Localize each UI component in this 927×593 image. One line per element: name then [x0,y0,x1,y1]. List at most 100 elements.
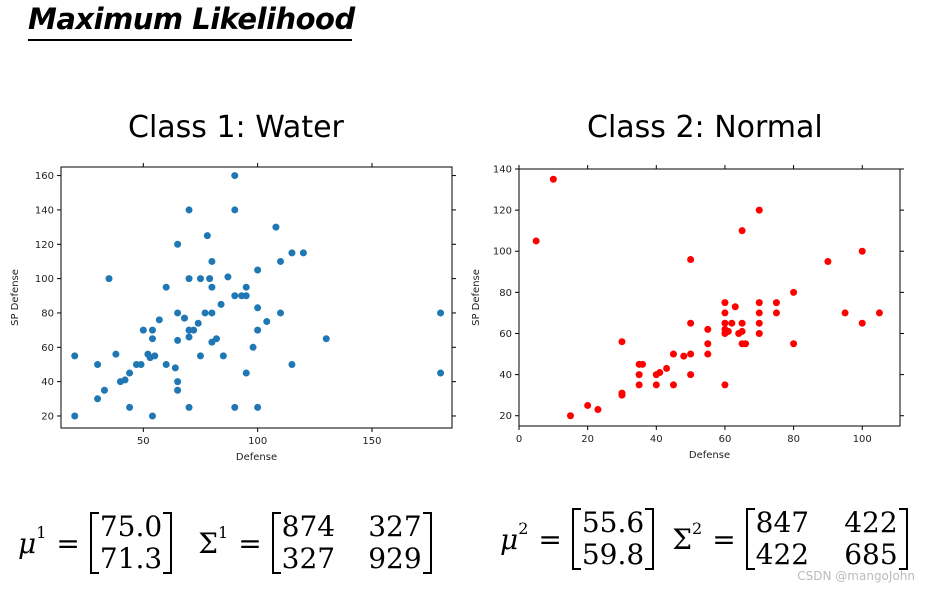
data-point [704,325,712,333]
data-point [148,326,156,334]
y-tick-label: 160 [35,171,54,182]
data-point [755,206,763,214]
sigma1-cell: 327 [281,542,336,575]
data-point [185,275,193,283]
data-point [155,316,163,324]
data-point [174,336,182,344]
class2-title: Class 2: Normal [587,110,823,145]
plot-frame [518,168,901,427]
data-point [618,338,626,346]
data-point [242,292,250,300]
data-point [755,319,763,327]
mu1-value: 71.3 [99,542,163,575]
data-point [242,283,250,291]
x-axis-label: Defense [236,452,277,463]
data-point [139,326,147,334]
watermark: CSDN @mangoJohn [797,569,915,583]
data-point [594,406,602,414]
data-point [721,309,729,317]
data-point [126,369,134,377]
data-point [71,352,79,360]
data-point [639,360,647,368]
data-point [704,340,712,348]
data-point [148,412,156,420]
mu2-value: 55.6 [581,506,645,539]
y-tick-label: 20 [499,411,512,422]
y-tick-label: 40 [499,370,512,381]
x-tick-label: 150 [362,436,381,447]
data-point [663,364,671,372]
data-point [704,350,712,358]
data-point [755,299,763,307]
mu2-symbol: μ2 [500,519,529,556]
data-point [277,309,285,317]
y-tick-label: 40 [41,377,54,388]
y-axis-label: SP Defense [10,269,21,326]
data-point [174,309,182,317]
data-point [824,258,832,266]
y-tick-label: 120 [493,206,512,217]
y-tick-label: 100 [35,274,54,285]
class2-equations: μ2 = 55.6 59.8 Σ2 = 847 422 422 685 [500,508,908,570]
data-point [652,381,660,389]
sigma2-cell: 422 [755,538,810,571]
data-point [231,403,239,411]
sigma1-cell: 874 [281,510,336,543]
data-point [687,371,695,379]
data-point [219,352,227,360]
data-point [196,352,204,360]
data-point [687,350,695,358]
data-point [224,273,232,281]
class2-scatter-chart: 0 20 40 60 80 100 20 40 60 80 100 120 140 Defense SP D… [471,165,904,461]
x-tick-label: 20 [581,434,594,445]
data-point [549,175,557,183]
x-tick-label: 100 [248,436,267,447]
equals-sign: = [712,522,736,556]
data-point [584,401,592,409]
data-point [721,381,729,389]
sigma1-cell: 327 [368,510,422,543]
data-point [687,319,695,327]
data-point [185,333,193,341]
class1-equations: μ1 = 75.0 71.3 Σ1 = 874 327 327 929 [18,512,432,574]
data-point [755,329,763,337]
x-tick-label: 80 [787,434,800,445]
mu1-vector: 75.0 71.3 [89,512,173,575]
data-point [635,371,643,379]
y-tick-label: 100 [493,247,512,258]
class1-title: Class 1: Water [128,110,344,145]
data-point [738,227,746,235]
data-point [263,318,271,326]
data-point [721,299,729,307]
y-tick-label: 20 [41,411,54,422]
data-point [217,300,225,308]
data-point [738,327,746,335]
data-point [180,314,188,322]
data-point [731,303,739,311]
data-point [254,266,262,274]
y-tick-label: 80 [499,288,512,299]
data-point [231,206,239,214]
sigma2-symbol: Σ2 [672,519,703,556]
x-tick-label: 0 [516,434,522,445]
data-point [208,257,216,265]
plot-frame [60,166,453,429]
y-tick-label: 60 [41,343,54,354]
data-point [772,309,780,317]
title-underline [28,39,352,41]
data-point [174,240,182,248]
y-tick-label: 140 [493,165,512,176]
data-point [162,283,170,291]
data-point [174,378,182,386]
data-point [532,237,540,245]
equals-sign: = [56,526,80,560]
data-point [201,309,209,317]
data-point [669,381,677,389]
mu2-value: 59.8 [581,538,645,571]
data-point [208,283,216,291]
data-point [206,275,214,283]
data-point [618,391,626,399]
data-point [171,364,179,372]
data-point [231,172,239,180]
data-point [190,326,198,334]
